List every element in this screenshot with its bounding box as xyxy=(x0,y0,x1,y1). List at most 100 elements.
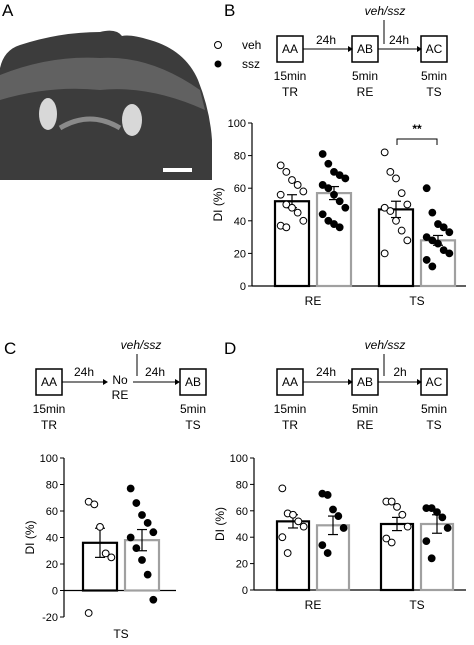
y-tick-label: 60 xyxy=(46,506,58,518)
data-point-veh xyxy=(386,207,395,215)
data-point-veh xyxy=(107,553,116,562)
data-point-veh xyxy=(397,226,406,235)
timeline-box: AA xyxy=(41,375,57,389)
y-tick-label: 40 xyxy=(46,533,58,545)
data-point-ssz xyxy=(149,595,158,604)
legend-veh-marker xyxy=(214,41,222,49)
chart-b: 0 20 40 60 80 100 DI (%) RE TS xyxy=(211,118,466,308)
x-category-label: TS xyxy=(409,598,424,612)
bar-ssz xyxy=(315,524,351,592)
data-point-veh xyxy=(393,502,401,511)
data-point-veh xyxy=(299,216,308,225)
data-point-ssz xyxy=(132,499,141,507)
data-point-ssz xyxy=(329,505,337,514)
injection-label: veh/ssz xyxy=(121,338,162,352)
data-point-veh xyxy=(288,176,296,184)
timeline-box: AB xyxy=(357,42,373,56)
panel-c: C AA AB 24h 24h No RE veh/ssz 15min 5min… xyxy=(4,338,207,641)
panel-label-b: B xyxy=(224,1,235,20)
interval-label: 2h xyxy=(393,365,406,379)
data-point-ssz xyxy=(143,570,152,579)
legend-ssz-label: ssz xyxy=(242,57,260,71)
data-point-veh xyxy=(387,497,396,506)
timeline-box: AB xyxy=(185,375,201,389)
data-point-ssz xyxy=(434,239,442,248)
bar-veh xyxy=(275,520,311,592)
data-point-ssz xyxy=(138,511,146,519)
data-point-veh xyxy=(101,549,110,558)
brain-section-image xyxy=(0,57,205,110)
phase-label: RE xyxy=(357,85,374,99)
data-point-veh xyxy=(299,522,308,531)
legend-ssz-marker xyxy=(214,60,222,68)
phase-label: TS xyxy=(426,418,441,432)
duration-label: 5min xyxy=(421,402,447,416)
panel-label-a: A xyxy=(2,1,14,20)
timeline-d: AA AB AC 24h 2h veh/ssz 15min 5min 5min … xyxy=(274,338,448,432)
data-point-veh xyxy=(289,510,297,519)
y-tick-label: 20 xyxy=(234,248,246,260)
data-point-veh xyxy=(90,500,99,509)
data-point-veh xyxy=(397,189,406,197)
data-point-ssz xyxy=(427,504,436,513)
data-point-ssz xyxy=(341,203,350,212)
injection-label: veh/ssz xyxy=(365,4,406,18)
interval-label: 24h xyxy=(145,365,165,379)
data-point-ssz xyxy=(324,159,333,168)
y-axis-label: DI (%) xyxy=(23,521,37,555)
data-point-ssz xyxy=(445,249,454,258)
interval-label: 24h xyxy=(389,33,409,47)
phase-label: RE xyxy=(357,418,374,432)
y-tick-label: 0 xyxy=(242,585,248,597)
bar-ssz xyxy=(419,522,455,592)
x-category-label: TS xyxy=(113,627,128,641)
injection-label: veh/ssz xyxy=(365,338,406,352)
data-point-ssz xyxy=(318,541,327,550)
data-point-veh xyxy=(387,538,396,547)
phase-label: TS xyxy=(426,85,441,99)
phase-label: TR xyxy=(41,418,57,432)
significance-marker: ** xyxy=(396,122,438,145)
data-point-ssz xyxy=(126,484,135,493)
data-point-veh xyxy=(283,549,292,557)
timeline-box: AC xyxy=(426,42,443,56)
chart-d: 0 20 40 60 80 100 DI (%) RE TS xyxy=(213,453,466,612)
data-point-veh xyxy=(398,510,407,519)
data-point-ssz xyxy=(433,508,441,517)
phase-label: TS xyxy=(185,418,200,432)
data-point-ssz xyxy=(330,190,338,199)
panel-a: A xyxy=(0,1,212,180)
data-point-ssz xyxy=(324,184,333,193)
x-category-label: TS xyxy=(409,294,424,308)
data-point-ssz xyxy=(335,223,344,232)
legend-veh-label: veh xyxy=(242,38,261,52)
timeline-box: AA xyxy=(282,42,298,56)
data-point-veh xyxy=(293,181,302,189)
y-axis-label: DI (%) xyxy=(211,188,225,222)
data-point-ssz xyxy=(439,223,448,232)
data-point-ssz xyxy=(143,519,152,527)
y-tick-label: 100 xyxy=(230,453,248,465)
bar-veh xyxy=(379,522,415,592)
y-tick-label: 0 xyxy=(240,281,246,293)
data-point-veh xyxy=(382,534,391,543)
data-point-ssz xyxy=(318,181,327,189)
data-point-veh xyxy=(386,168,395,176)
phase-label: TR xyxy=(282,418,298,432)
y-tick-label: 60 xyxy=(234,183,246,195)
y-tick-label: 80 xyxy=(46,480,58,492)
data-point-ssz xyxy=(334,512,343,520)
data-point-ssz xyxy=(443,524,452,532)
timeline-b: AA AB AC 24h 24h veh/ssz 15min 5min 5min… xyxy=(274,4,448,99)
data-point-ssz xyxy=(422,256,431,264)
data-point-ssz xyxy=(428,262,437,271)
duration-label: 15min xyxy=(33,402,66,416)
data-point-ssz xyxy=(438,513,447,522)
data-point-veh xyxy=(288,203,296,212)
x-category-label: RE xyxy=(305,598,322,612)
data-point-veh xyxy=(282,168,291,176)
data-point-veh xyxy=(299,187,308,196)
data-point-veh xyxy=(84,609,93,617)
interval-label: 24h xyxy=(74,365,94,379)
timeline-c: AA AB 24h 24h No RE veh/ssz 15min 5min T… xyxy=(33,338,207,432)
